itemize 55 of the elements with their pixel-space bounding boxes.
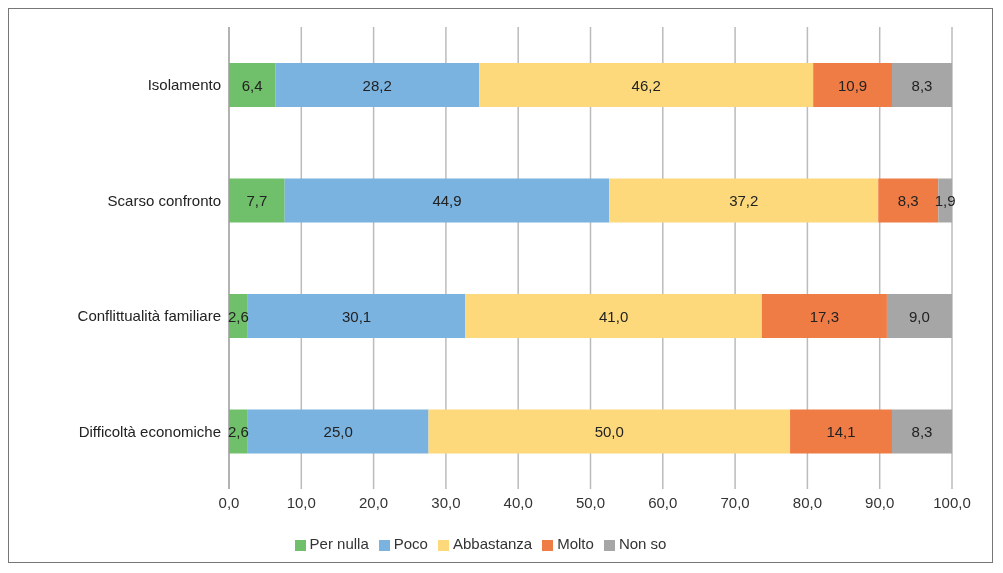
bar xyxy=(465,294,762,338)
bar xyxy=(284,178,610,223)
bar xyxy=(479,63,814,107)
legend-label: Abbastanza xyxy=(452,535,533,552)
bar xyxy=(275,63,480,107)
x-tick-label: 10,0 xyxy=(286,493,316,511)
bar xyxy=(813,63,892,107)
bar xyxy=(886,294,952,338)
data-label: 41,0 xyxy=(599,307,629,325)
bar xyxy=(428,409,791,454)
legend-label: Non so xyxy=(618,535,667,552)
bar xyxy=(229,63,276,107)
y-tick-label: Isolamento xyxy=(147,76,221,94)
data-label: 14,1 xyxy=(826,423,856,440)
x-tick-label: 50,0 xyxy=(575,493,606,511)
bar xyxy=(247,409,429,454)
y-tick-label: Conflittualità familiare xyxy=(77,307,221,325)
data-label: 50,0 xyxy=(594,423,624,440)
legend-label: Per nulla xyxy=(309,535,369,552)
data-label: 37,2 xyxy=(729,192,759,209)
data-label: 8,3 xyxy=(911,423,933,440)
data-label: 2,6 xyxy=(227,423,249,440)
bar xyxy=(609,178,879,223)
x-tick-label: 60,0 xyxy=(648,493,678,511)
x-tick-label: 0,0 xyxy=(218,493,240,511)
data-label: 44,9 xyxy=(432,192,462,209)
y-tick-label: Scarso confronto xyxy=(107,191,221,209)
bar xyxy=(761,294,887,338)
data-label: 6,4 xyxy=(241,76,263,94)
x-tick-label: 80,0 xyxy=(792,493,822,511)
data-label: 9,0 xyxy=(909,307,930,325)
data-label: 25,0 xyxy=(323,423,353,440)
x-tick-label: 20,0 xyxy=(359,493,389,511)
bar xyxy=(790,409,892,454)
bar xyxy=(891,63,952,107)
data-label: 46,2 xyxy=(631,76,661,94)
x-tick-label: 100,0 xyxy=(933,493,971,511)
legend-label: Poco xyxy=(393,535,428,552)
bar xyxy=(247,294,466,338)
x-tick-label: 30,0 xyxy=(431,493,461,511)
data-label: 30,1 xyxy=(342,307,372,325)
bar xyxy=(229,178,285,223)
x-tick-label: 70,0 xyxy=(720,493,750,511)
bar xyxy=(891,409,952,454)
data-label: 7,7 xyxy=(246,192,268,209)
legend-label: Molto xyxy=(557,535,594,552)
x-tick-label: 90,0 xyxy=(865,493,895,511)
data-label: 28,2 xyxy=(362,76,392,94)
data-label: 17,3 xyxy=(809,307,839,325)
data-label: 8,3 xyxy=(897,192,919,209)
data-label: 2,6 xyxy=(227,307,249,325)
x-tick-label: 40,0 xyxy=(503,493,533,511)
y-tick-label: Difficoltà economiche xyxy=(78,422,221,440)
data-label: 8,3 xyxy=(911,76,933,94)
data-label: 10,9 xyxy=(837,76,868,94)
